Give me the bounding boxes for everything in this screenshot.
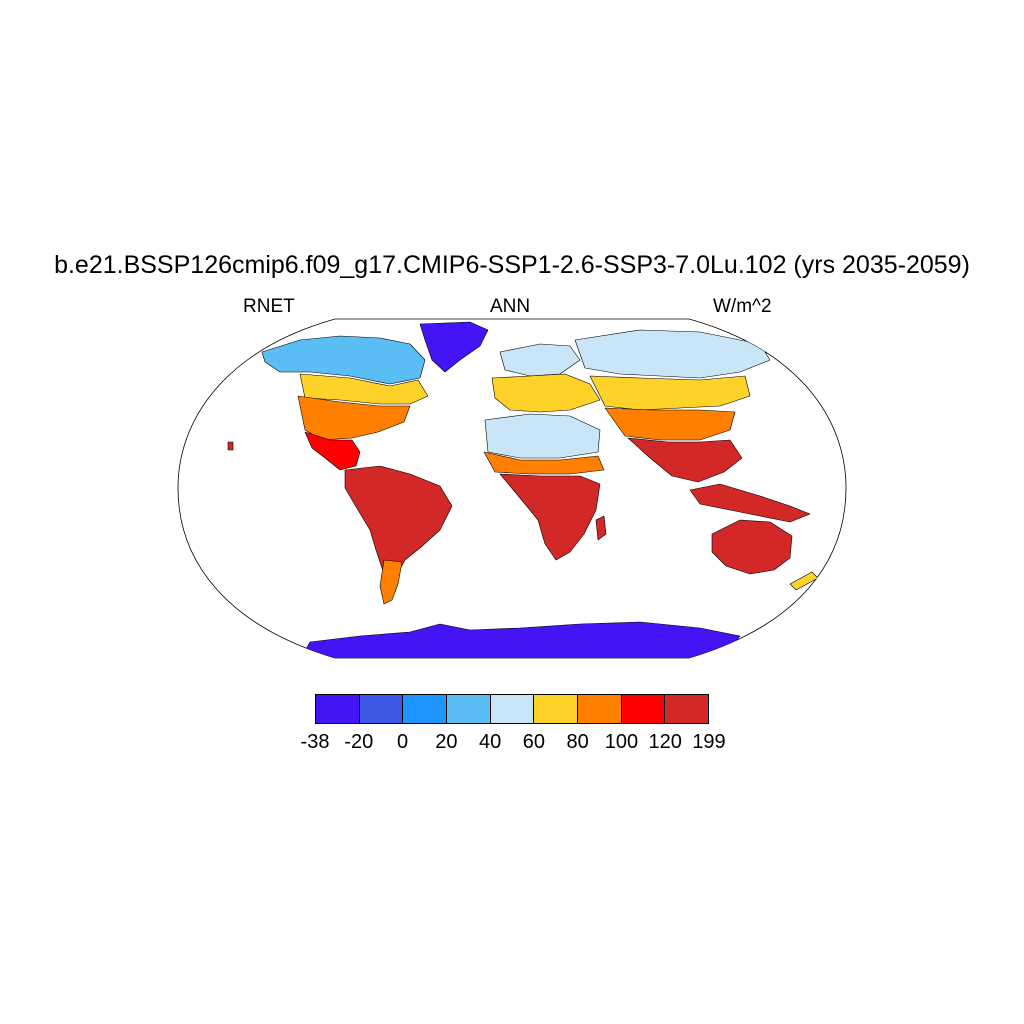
- colorbar-tick-label: 20: [435, 731, 458, 753]
- colorbar-swatch: [403, 695, 448, 723]
- units-label: W/m^2: [713, 296, 772, 317]
- colorbar-swatch: [359, 695, 404, 723]
- colorbar-tick-label: 80: [566, 731, 589, 753]
- colorbar-tick-label: 100: [604, 731, 639, 753]
- colorbar-swatch: [316, 695, 360, 723]
- region-sahel: [483, 451, 605, 475]
- region-hawaii: [227, 441, 234, 451]
- region-central-africa: [499, 473, 601, 561]
- colorbar-swatch: [534, 695, 579, 723]
- region-south-asia: [627, 437, 743, 483]
- region-australia: [711, 519, 793, 575]
- colorbar-swatch: [665, 695, 709, 723]
- region-asia-central: [589, 375, 751, 411]
- season-label: ANN: [490, 296, 531, 317]
- colorbar-swatch: [447, 695, 491, 723]
- colorbar-swatch: [490, 695, 535, 723]
- colorbar-tick-label: 0: [396, 731, 409, 753]
- map-title: b.e21.BSSP126cmip6.f09_g17.CMIP6-SSP1-2.…: [54, 251, 970, 279]
- colorbar-tick-label: -38: [300, 731, 330, 753]
- colorbar-tick-label: 40: [478, 731, 502, 753]
- region-north-america-arctic: [261, 335, 426, 385]
- region-madagascar: [595, 515, 607, 541]
- region-asia-north: [574, 329, 771, 379]
- colorbar-tick-label: 60: [522, 731, 545, 753]
- region-greenland: [419, 321, 489, 373]
- region-antarctica: [299, 621, 741, 658]
- region-europe-north: [499, 343, 581, 377]
- colorbar-tick-label: -20: [344, 731, 374, 753]
- colorbar-swatch: [621, 695, 666, 723]
- region-maritime-asia: [689, 483, 811, 523]
- colorbar-tick-label: 199: [692, 731, 726, 753]
- variable-label: RNET: [243, 296, 295, 317]
- colorbar-ticks: -38 -20 0 20 40 60 80 100 120 199: [0, 730, 1024, 754]
- region-central-america: [304, 431, 361, 471]
- colorbar: [315, 694, 709, 724]
- region-south-america: [344, 465, 453, 579]
- region-south-america-south: [379, 559, 403, 605]
- colorbar-swatch: [578, 695, 622, 723]
- region-asia-south: [604, 407, 736, 441]
- region-europe: [491, 373, 601, 413]
- region-north-america-mid: [299, 373, 429, 405]
- colorbar-tick-label: 120: [648, 731, 682, 753]
- region-sahara: [484, 413, 601, 459]
